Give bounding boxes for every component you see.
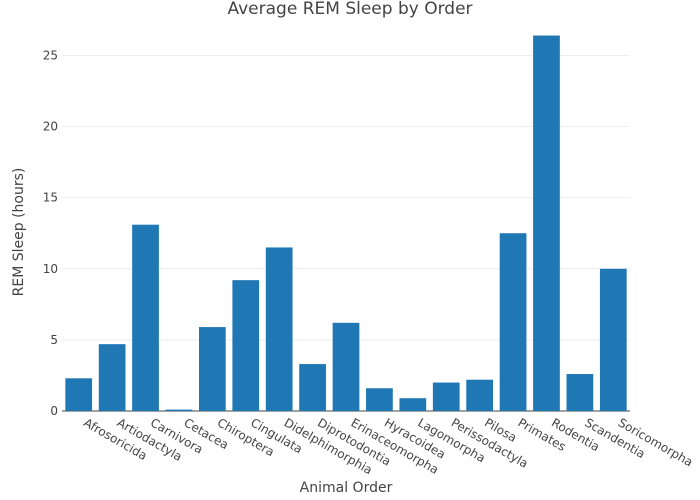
bar: [198, 327, 226, 411]
bar: [399, 398, 427, 411]
y-tick-label: 5: [50, 333, 58, 347]
y-tick-label: 15: [43, 191, 58, 205]
bar: [566, 374, 594, 411]
bar: [599, 268, 627, 411]
bar: [165, 409, 193, 411]
bar: [98, 344, 126, 411]
bar: [265, 247, 293, 411]
bar-layer: [65, 35, 627, 412]
bar: [65, 378, 93, 411]
chart-title: Average REM Sleep by Order: [227, 0, 472, 19]
x-axis-ticks: AfrosoricidaArtiodactylaCarnivoraCetacea…: [81, 415, 695, 477]
bar: [466, 379, 494, 411]
bar: [232, 280, 260, 411]
bar: [432, 382, 460, 411]
bar: [299, 364, 326, 411]
y-tick-label: 0: [50, 404, 58, 418]
x-axis-title: Animal Order: [300, 480, 393, 496]
bar: [533, 35, 560, 412]
bar: [332, 322, 360, 411]
bar: [499, 233, 527, 411]
y-tick-label: 25: [43, 48, 58, 62]
y-tick-label: 20: [43, 120, 58, 134]
bar: [366, 388, 393, 411]
y-tick-label: 10: [43, 262, 58, 276]
y-axis-title: REM Sleep (hours): [11, 168, 27, 297]
bar: [132, 224, 159, 411]
y-axis-ticks: 0 5 10 15 20 25: [43, 48, 58, 418]
